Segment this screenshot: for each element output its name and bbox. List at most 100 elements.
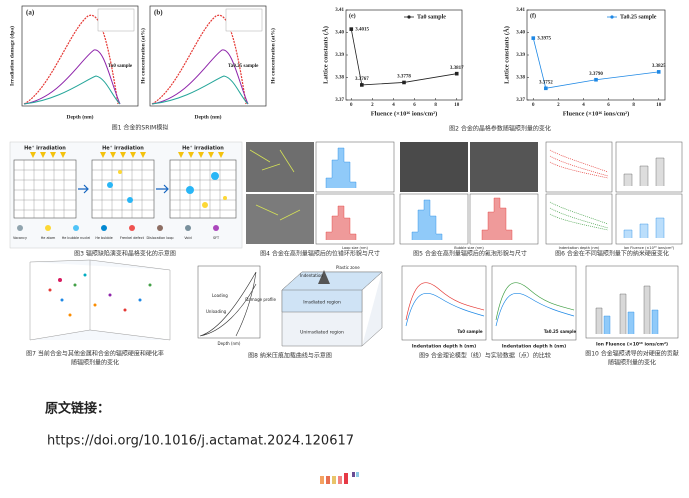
- x-axis-label: Loop size (nm): [342, 246, 368, 250]
- panel-frame: [545, 141, 613, 193]
- sample-label: Ta0.25 sample: [228, 64, 259, 69]
- beam-label: He⁺ irradiation: [24, 146, 66, 152]
- legend-icon: [45, 225, 51, 231]
- caption: 图6 合金在不同辐照剂量下的纳米硬度变化: [555, 250, 669, 258]
- legend-label: SFT: [213, 236, 220, 240]
- beam-label: He⁺ irradiation: [102, 146, 144, 152]
- x-tick-label: 4: [392, 103, 395, 108]
- curve: [23, 14, 119, 105]
- y-tick-label: 3.40: [516, 31, 525, 36]
- bars: [623, 217, 665, 238]
- tem-image: [246, 142, 314, 192]
- x-tick-label: 4: [582, 103, 585, 108]
- caption: 图1 合金的SRIM模拟: [112, 124, 169, 132]
- curves: [495, 292, 575, 327]
- y-tick-label: 3.40: [335, 31, 344, 36]
- figure-7: 图7 当前合金与其他金属和合金的辐照硬度和硬化率 随辐照剂量的变化: [26, 259, 171, 367]
- y-tick-label: 3.37: [516, 98, 525, 103]
- x-tick-label: 6: [413, 103, 416, 108]
- x-axis-label: Depth (nm): [66, 113, 93, 120]
- sample-label: Ta0.25 sample: [544, 329, 577, 334]
- beam-label: He⁺ irradiation: [182, 146, 224, 152]
- panel-frame: [491, 265, 577, 341]
- y-tick-label: 3.41: [335, 8, 344, 13]
- x-tick-label: 10: [656, 103, 662, 108]
- legend-marker: [407, 15, 411, 19]
- legend-label: He bubble: [95, 236, 112, 240]
- curves: [405, 292, 485, 327]
- figure-3: He⁺ irradiation He⁺ irradiation He⁺ irra…: [9, 141, 243, 258]
- panel-frame: [197, 265, 261, 339]
- y-tick-label: 3.38: [516, 76, 525, 81]
- y-axis-label: Lattice constants (Å): [321, 26, 329, 84]
- bars: [623, 157, 665, 186]
- y-tick-label: 3.39: [335, 53, 344, 58]
- y-axis-label: Lattice constants (Å): [502, 26, 510, 84]
- y2-axis-label: He concentration (at%): [139, 28, 146, 84]
- panel-frame: [401, 265, 487, 341]
- label: Irradiated region: [303, 300, 341, 306]
- caption: 图3 辐照缺陷演变和晶格变化的示意图: [74, 250, 176, 258]
- x-tick-label: 8: [632, 103, 635, 108]
- panel-frame: [545, 193, 613, 245]
- data-label: 3.3825: [652, 64, 666, 69]
- data-label: 3.3817: [450, 66, 464, 71]
- curve: [23, 49, 121, 105]
- mesh: [92, 160, 154, 218]
- legend-label: Ta0.25 sample: [620, 14, 657, 20]
- data-label: 3.3752: [539, 80, 553, 85]
- figure-1: (a) (b) Ta0 sample Ta0.25 sample Irradia…: [8, 5, 276, 132]
- point: [594, 77, 598, 82]
- x-axis-label: Depth (nm): [217, 341, 240, 346]
- footer-logo: [320, 472, 359, 484]
- figure-6: Indentation depth (nm) Ion Fluence (×10¹…: [545, 141, 683, 258]
- label: Damage profile: [245, 297, 276, 302]
- caption: 图2 合金的晶格参数随辐照剂量的变化: [449, 125, 551, 133]
- caption: 图4 合金在高剂量辐照后的位错环形貌与尺寸: [260, 250, 380, 258]
- curve-label: Loading: [212, 293, 228, 298]
- legend-icon: [129, 225, 135, 231]
- panel-tag: (e): [349, 12, 356, 19]
- legend-marker: [610, 15, 614, 19]
- legend-box: [97, 8, 135, 32]
- x-tick-label: 8: [434, 103, 437, 108]
- lattice: [13, 159, 77, 219]
- doi-link[interactable]: https://doi.org/10.1016/j.actamat.2024.1…: [47, 434, 354, 449]
- x-tick-label: 2: [371, 103, 374, 108]
- curves: [405, 282, 485, 321]
- data-label: 3.3975: [537, 36, 551, 41]
- curve: [23, 75, 121, 105]
- sample-label: Ta0 sample: [108, 64, 133, 69]
- caption: 图10 合金辐照诱导的对硬度的贡献: [585, 350, 679, 358]
- figure-10: Ion Fluence (×10¹⁶ ions/cm²) 图10 合金辐照诱导的…: [585, 265, 679, 367]
- data-label: 3.3790: [589, 72, 603, 77]
- y-axis-label: Irradiation damage (dpa): [8, 26, 15, 86]
- x-axis-label: Bubble size (nm): [454, 246, 484, 250]
- legend: Vacancy He atom He bubble nuclei He bubble F…: [13, 225, 220, 240]
- caption: 图7 当前合金与其他金属和合金的辐照硬度和硬化率: [26, 350, 164, 358]
- panel-tag: (b): [154, 9, 163, 17]
- y-tick-label: 3.37: [335, 98, 344, 103]
- caption: 随辐照剂量的变化: [608, 359, 656, 367]
- legend-label: Dislocation loop: [146, 236, 173, 240]
- legend-label: He atom: [41, 236, 56, 240]
- x-tick-label: 0: [532, 103, 535, 108]
- lattice: [169, 159, 237, 219]
- caption: 图5 合金在高剂量辐照后的氦泡形貌与尺寸: [413, 250, 527, 258]
- legend-icon: [157, 225, 163, 231]
- curves: [495, 282, 575, 321]
- mesh: [14, 160, 76, 218]
- y-tick-label: 3.41: [516, 8, 525, 13]
- point: [360, 83, 364, 87]
- panel-frame: [149, 5, 267, 107]
- figure-4: Loop size (nm) 图4 合金在高剂量辐照后的位错环形貌与尺寸: [246, 141, 395, 258]
- legend-icon: [213, 225, 219, 231]
- label: Unirradiated region: [300, 330, 344, 336]
- legend-icon: [17, 225, 23, 231]
- lattice: [91, 159, 155, 219]
- 3d-box: [29, 259, 171, 341]
- tem-image: [470, 142, 538, 192]
- curve-label: Unloading: [206, 309, 227, 314]
- data-label: 3.4015: [355, 27, 369, 32]
- legend-icon: [73, 225, 79, 231]
